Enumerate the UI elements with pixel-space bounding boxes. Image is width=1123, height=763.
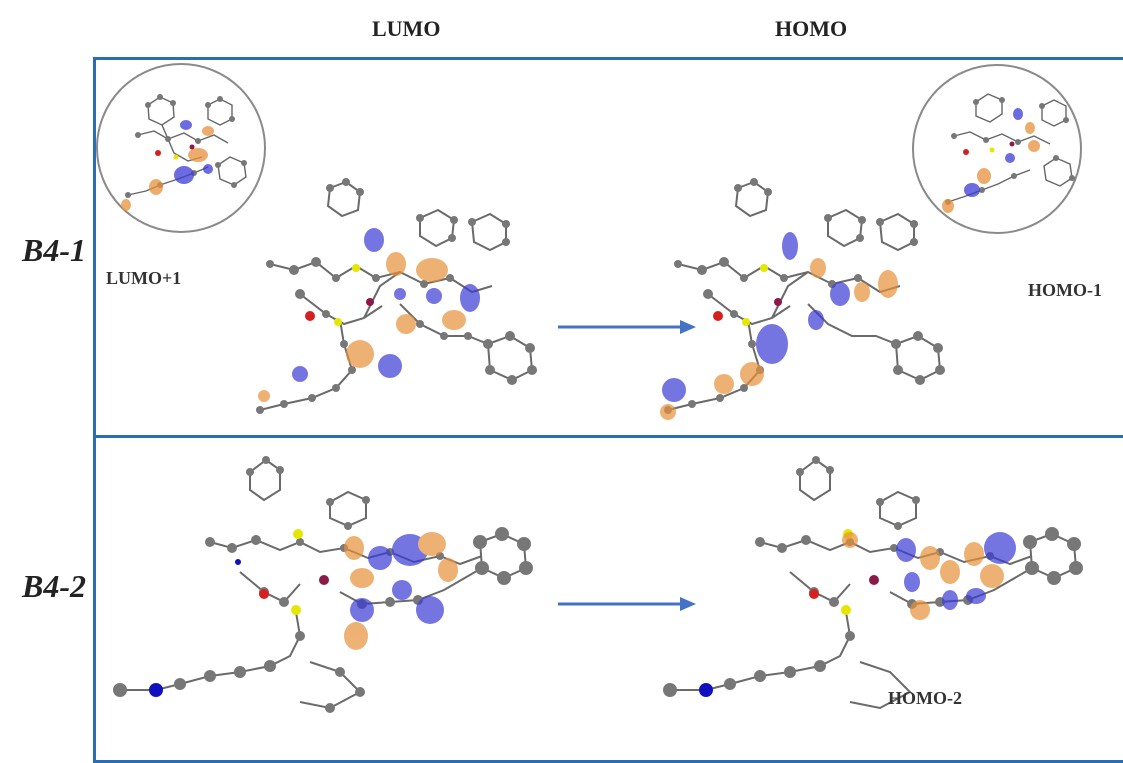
- homo-1-label: HOMO-1: [1028, 280, 1102, 300]
- inset-molecule-left: [121, 94, 247, 211]
- b4-2-transition-arrow: [558, 597, 696, 611]
- b4-1-transition-arrow: [558, 320, 696, 334]
- homo-2-label: HOMO-2: [888, 688, 962, 708]
- row-label-b4-1: B4-1: [22, 232, 86, 268]
- lumo-plus-1-label: LUMO+1: [106, 268, 182, 288]
- b4-2-homo-molecule: [663, 456, 1083, 710]
- inset-molecule-right: [942, 93, 1075, 213]
- homo-header: HOMO: [775, 16, 848, 41]
- lumo-plus-1-inset: [96, 63, 266, 233]
- lumo-header: LUMO: [372, 16, 441, 41]
- homo-1-inset: [912, 64, 1082, 234]
- b4-2-lumo-molecule: [113, 456, 533, 713]
- b4-1-lumo-molecule: [256, 178, 537, 414]
- b4-1-homo-molecule: [660, 178, 945, 420]
- row-label-b4-2: B4-2: [22, 568, 86, 604]
- row-divider: [93, 435, 1123, 438]
